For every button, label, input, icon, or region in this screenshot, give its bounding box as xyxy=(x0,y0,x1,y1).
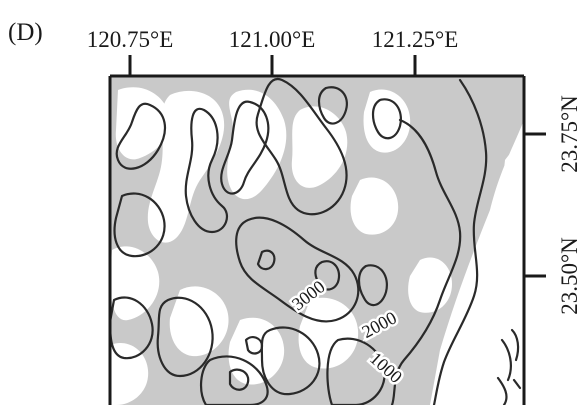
panel-label: (D) xyxy=(8,19,43,46)
lowland-areas xyxy=(110,87,452,405)
longitude-tick-label-121-25: 121.25°E xyxy=(372,27,459,52)
longitude-tick-label-120-75: 120.75°E xyxy=(87,27,174,52)
latitude-tick-label-23-75: 23.75°N xyxy=(557,95,582,173)
contour-lines xyxy=(110,77,522,405)
longitude-tick-label-121-00: 121.00°E xyxy=(229,27,316,52)
map-area: 3000 2000 1000 xyxy=(110,76,524,405)
map-frame xyxy=(108,74,526,405)
east-valley-strip xyxy=(478,140,524,405)
axis-ticks xyxy=(128,55,546,278)
latitude-tick-label-23-50: 23.50°N xyxy=(557,237,582,315)
